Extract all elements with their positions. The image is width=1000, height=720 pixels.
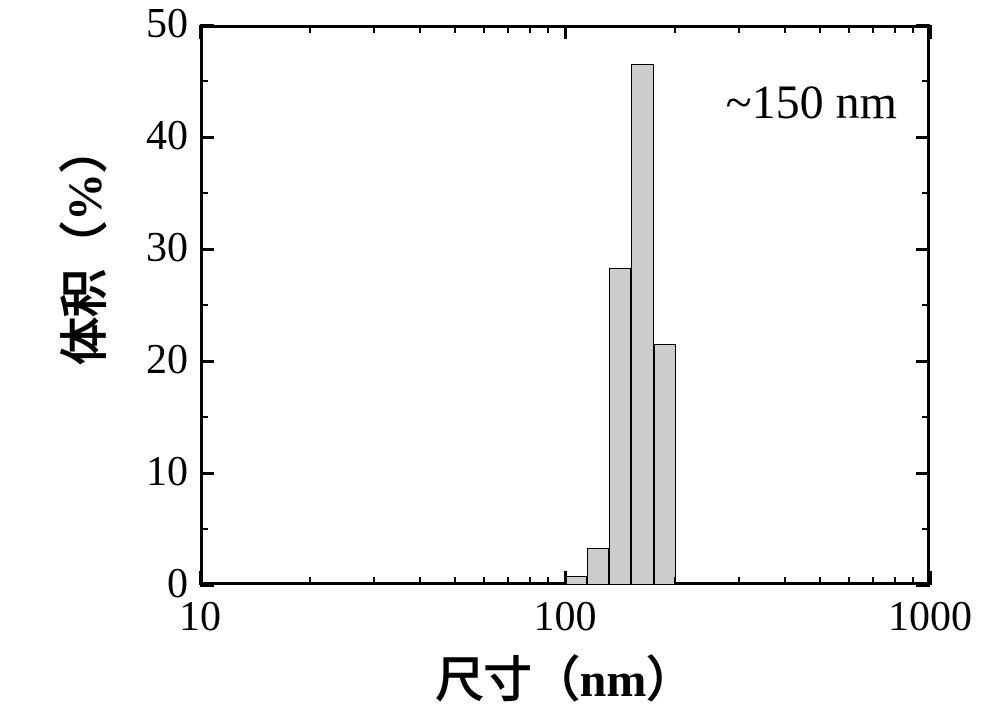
x-minor-tick [894, 577, 896, 585]
histogram-bar [631, 64, 653, 585]
x-major-tick [199, 25, 202, 39]
x-minor-tick [819, 577, 821, 585]
y-tick-label: 30 [146, 224, 188, 272]
x-minor-tick [309, 25, 311, 33]
histogram-bar [565, 576, 587, 585]
y-axis-label: 体积（%） [45, 265, 115, 365]
x-minor-tick [872, 577, 874, 585]
x-minor-tick [507, 577, 509, 585]
y-minor-tick [200, 528, 208, 530]
x-minor-tick [373, 577, 375, 585]
x-major-tick [199, 571, 202, 585]
x-minor-tick [419, 25, 421, 33]
y-tick-label: 10 [146, 448, 188, 496]
x-minor-tick [848, 25, 850, 33]
x-minor-tick [309, 577, 311, 585]
y-major-tick [200, 248, 214, 251]
x-minor-tick [454, 25, 456, 33]
y-minor-tick [922, 192, 930, 194]
x-minor-tick [738, 25, 740, 33]
histogram-bar [587, 548, 609, 585]
x-minor-tick [784, 577, 786, 585]
y-minor-tick [922, 304, 930, 306]
y-major-tick [916, 360, 930, 363]
histogram-bar [609, 268, 631, 585]
x-major-tick [564, 571, 567, 585]
x-minor-tick [547, 25, 549, 33]
histogram-bar [654, 344, 676, 585]
x-minor-tick [483, 577, 485, 585]
x-minor-tick [784, 25, 786, 33]
y-minor-tick [200, 192, 208, 194]
x-minor-tick [483, 25, 485, 33]
y-major-tick [200, 24, 214, 27]
x-minor-tick [738, 577, 740, 585]
x-minor-tick [419, 577, 421, 585]
x-tick-label: 100 [515, 593, 615, 641]
y-major-tick [200, 136, 214, 139]
x-minor-tick [674, 577, 676, 585]
x-tick-label: 10 [150, 593, 250, 641]
y-minor-tick [200, 80, 208, 82]
y-tick-label: 50 [146, 0, 188, 48]
x-minor-tick [529, 577, 531, 585]
x-axis-label: 尺寸（nm） [415, 640, 715, 710]
x-major-tick [929, 25, 932, 39]
x-tick-label: 1000 [880, 593, 980, 641]
x-minor-tick [819, 25, 821, 33]
x-minor-tick [454, 577, 456, 585]
y-major-tick [200, 472, 214, 475]
y-major-tick [200, 360, 214, 363]
x-minor-tick [507, 25, 509, 33]
y-major-tick [916, 24, 930, 27]
y-major-tick [916, 584, 930, 587]
x-minor-tick [848, 577, 850, 585]
x-minor-tick [912, 577, 914, 585]
x-minor-tick [912, 25, 914, 33]
x-major-tick [929, 571, 932, 585]
x-minor-tick [674, 25, 676, 33]
y-major-tick [916, 248, 930, 251]
y-minor-tick [922, 80, 930, 82]
histogram-chart: 体积（%） 尺寸（nm） ~150 nm 0102030405010100100… [0, 0, 1000, 720]
x-minor-tick [894, 25, 896, 33]
y-major-tick [916, 472, 930, 475]
annotation-text: ~150 nm [726, 75, 897, 130]
y-major-tick [916, 136, 930, 139]
x-minor-tick [872, 25, 874, 33]
y-tick-label: 40 [146, 112, 188, 160]
y-minor-tick [922, 528, 930, 530]
y-tick-label: 20 [146, 336, 188, 384]
y-minor-tick [922, 416, 930, 418]
x-minor-tick [529, 25, 531, 33]
x-minor-tick [373, 25, 375, 33]
x-minor-tick [547, 577, 549, 585]
y-minor-tick [200, 416, 208, 418]
x-major-tick [564, 25, 567, 39]
y-major-tick [200, 584, 214, 587]
y-minor-tick [200, 304, 208, 306]
